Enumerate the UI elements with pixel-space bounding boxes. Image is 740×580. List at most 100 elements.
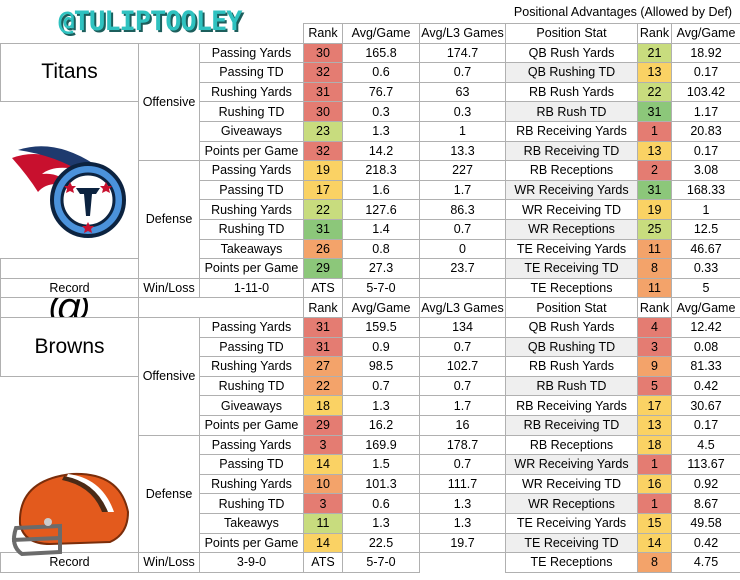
ats-value: 5-7-0 — [342, 552, 420, 573]
position-avg: 113.67 — [671, 454, 740, 475]
position-stat: RB Rush TD — [505, 101, 638, 122]
rank-cell: 3 — [303, 493, 343, 514]
position-rank: 4 — [637, 317, 672, 338]
position-stat: RB Rush TD — [505, 375, 638, 397]
position-avg: 1 — [671, 199, 740, 220]
avg-l3-cell: 174.7 — [419, 42, 506, 64]
stat-label: Passing TD — [199, 62, 304, 83]
avg-l3-cell: 0.7 — [419, 62, 506, 83]
avg-game-cell: 1.3 — [342, 121, 420, 142]
header-rank: Rank — [303, 297, 343, 318]
position-rank: 11 — [637, 277, 672, 299]
header-pos-rank: Rank — [637, 297, 672, 318]
position-avg: 18.92 — [671, 42, 740, 64]
position-avg: 0.08 — [671, 336, 740, 358]
position-stat: TE Receiving TD — [505, 532, 638, 554]
stat-label: Rushing Yards — [199, 81, 304, 103]
position-avg: 3.08 — [671, 160, 740, 181]
rank-cell: 18 — [303, 395, 343, 416]
avg-game-cell: 22.5 — [342, 532, 420, 554]
position-avg: 12.42 — [671, 317, 740, 338]
position-stat: RB Rush Yards — [505, 81, 638, 103]
position-avg: 4.5 — [671, 434, 740, 456]
avg-l3-cell: 1.3 — [419, 513, 506, 534]
stat-label: Rushing TD — [199, 375, 304, 397]
rank-cell: 17 — [303, 179, 343, 201]
avg-game-cell: 159.5 — [342, 317, 420, 338]
stat-label: Takeaways — [199, 238, 304, 260]
position-rank: 19 — [637, 199, 672, 220]
position-avg: 0.17 — [671, 62, 740, 83]
avg-l3-cell: 102.7 — [419, 356, 506, 377]
tuliptooley-handle: @TULIPTOOLEY — [58, 5, 242, 37]
position-rank: 1 — [637, 454, 672, 475]
rank-cell: 32 — [303, 62, 343, 83]
position-rank: 5 — [637, 375, 672, 397]
avg-l3-cell: 0.7 — [419, 375, 506, 397]
avg-l3-cell: 178.7 — [419, 434, 506, 456]
section-label: Offensive — [138, 317, 200, 436]
position-avg: 81.33 — [671, 356, 740, 377]
position-stat: RB Receiving TD — [505, 140, 638, 162]
position-avg: 1.17 — [671, 101, 740, 122]
avg-l3-cell: 0 — [419, 238, 506, 260]
position-rank: 13 — [637, 140, 672, 162]
team-name: Browns — [0, 317, 139, 377]
rank-cell: 32 — [303, 140, 343, 162]
rank-cell: 26 — [303, 238, 343, 260]
stat-label: Passing Yards — [199, 317, 304, 338]
rank-cell: 11 — [303, 513, 343, 534]
avg-l3-cell: 0.3 — [419, 101, 506, 122]
position-stat: RB Receiving TD — [505, 415, 638, 436]
position-stat: QB Rushing TD — [505, 62, 638, 83]
avg-l3-cell: 0.7 — [419, 336, 506, 358]
avg-l3-cell: 1 — [419, 121, 506, 142]
record-label: Record — [0, 552, 139, 573]
position-rank: 13 — [637, 62, 672, 83]
avg-game-cell: 1.4 — [342, 219, 420, 240]
position-avg: 0.42 — [671, 532, 740, 554]
header-avg-game: Avg/Game — [342, 23, 420, 44]
avg-game-cell: 127.6 — [342, 199, 420, 220]
stat-label: Passing Yards — [199, 434, 304, 456]
position-rank: 21 — [637, 42, 672, 64]
rank-cell: 19 — [303, 160, 343, 181]
stat-label: Passing Yards — [199, 160, 304, 181]
browns-helmet-logo — [11, 472, 130, 557]
position-avg: 168.33 — [671, 179, 740, 201]
position-stat: RB Receptions — [505, 434, 638, 456]
position-avg: 5 — [671, 277, 740, 299]
position-stat: TE Receptions — [505, 552, 638, 573]
avg-l3-cell: 16 — [419, 415, 506, 436]
avg-l3-cell: 1.7 — [419, 179, 506, 201]
header-position-stat: Position Stat — [505, 297, 638, 318]
position-stat: WR Receiving TD — [505, 199, 638, 220]
record-stat: Win/Loss — [138, 552, 200, 573]
header-position-stat: Position Stat — [505, 23, 638, 44]
stat-label: Points per Game — [199, 415, 304, 436]
rank-cell: 31 — [303, 81, 343, 103]
rank-cell: 22 — [303, 375, 343, 397]
position-stat: WR Receptions — [505, 493, 638, 514]
position-rank: 31 — [637, 179, 672, 201]
stat-label: Passing TD — [199, 179, 304, 201]
position-avg: 8.67 — [671, 493, 740, 514]
avg-game-cell: 1.5 — [342, 454, 420, 475]
position-avg: 12.5 — [671, 219, 740, 240]
rank-cell: 3 — [303, 434, 343, 456]
position-rank: 18 — [637, 434, 672, 456]
position-rank: 25 — [637, 219, 672, 240]
avg-game-cell: 0.3 — [342, 101, 420, 122]
position-rank: 16 — [637, 473, 672, 495]
rank-cell: 27 — [303, 356, 343, 377]
position-rank: 31 — [637, 101, 672, 122]
position-stat: TE Receiving Yards — [505, 513, 638, 534]
position-avg: 30.67 — [671, 395, 740, 416]
position-rank: 11 — [637, 238, 672, 260]
avg-game-cell: 0.8 — [342, 238, 420, 260]
avg-game-cell: 0.6 — [342, 62, 420, 83]
avg-game-cell: 1.6 — [342, 179, 420, 201]
header-pos-rank: Rank — [637, 23, 672, 44]
avg-l3-cell: 0.7 — [419, 454, 506, 475]
position-rank: 1 — [637, 121, 672, 142]
